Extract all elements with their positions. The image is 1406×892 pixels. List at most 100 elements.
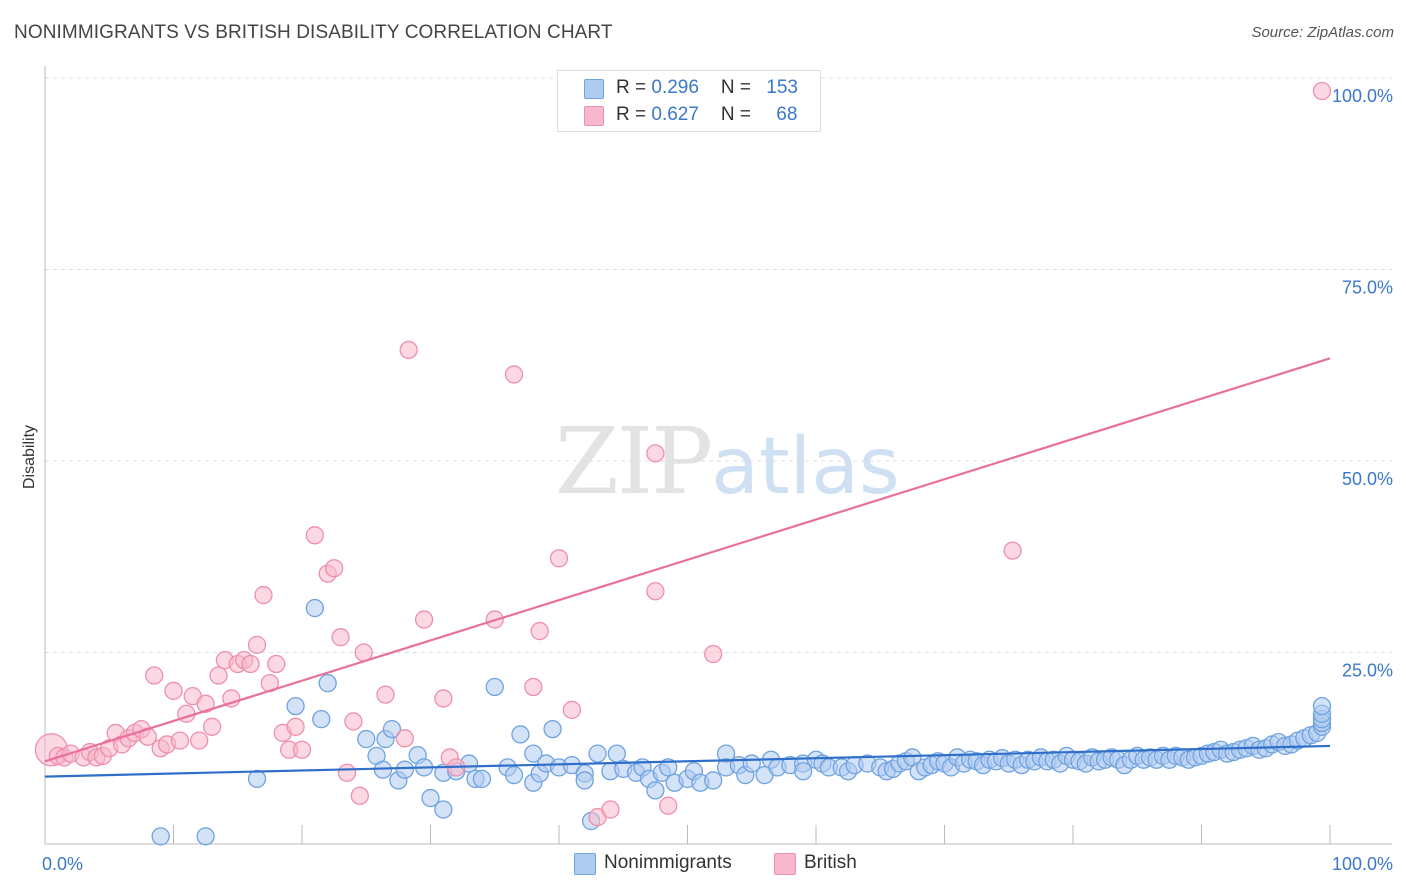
y-tick-label: 25.0% bbox=[1342, 661, 1393, 681]
point-british bbox=[530, 621, 549, 641]
point-british bbox=[267, 654, 286, 674]
point-nonimmigrants bbox=[704, 771, 723, 790]
axes bbox=[44, 66, 1392, 845]
point-nonimmigrants bbox=[794, 762, 813, 781]
y-axis-label: Disability bbox=[21, 425, 38, 489]
point-british bbox=[646, 582, 665, 601]
y-tick-label: 75.0% bbox=[1342, 278, 1393, 298]
trend-line-british bbox=[44, 357, 1331, 763]
point-british bbox=[504, 365, 524, 384]
source-label: Source: ZipAtlas.com bbox=[1251, 24, 1394, 41]
n-value: 153 bbox=[766, 77, 798, 98]
watermark-atlas: atlas bbox=[711, 422, 900, 512]
bottom-legend-swatch-nonimmigrants bbox=[574, 853, 596, 875]
point-nonimmigrants bbox=[247, 769, 267, 789]
point-british bbox=[202, 717, 222, 736]
tick-labels: 25.0% 50.0% 75.0% 100.0% 0.0% 100.0% Disabilit… bbox=[21, 86, 1393, 874]
point-nonimmigrants bbox=[659, 758, 678, 777]
point-nonimmigrants bbox=[434, 800, 453, 819]
point-british bbox=[331, 628, 350, 647]
x-tick-label: 100.0% bbox=[1332, 854, 1393, 874]
point-british bbox=[145, 666, 164, 685]
chart-title: NONIMMIGRANTS VS BRITISH DISABILITY CORR… bbox=[14, 22, 613, 43]
y-tick-label: 100.0% bbox=[1332, 86, 1393, 106]
point-british bbox=[337, 763, 357, 782]
point-nonimmigrants bbox=[395, 760, 414, 779]
bottom-legend-swatch-british bbox=[774, 853, 796, 875]
point-nonimmigrants bbox=[472, 769, 492, 789]
point-nonimmigrants bbox=[543, 719, 562, 739]
grid bbox=[45, 77, 1392, 653]
point-british bbox=[292, 740, 312, 759]
point-british bbox=[247, 635, 267, 654]
point-british bbox=[1003, 541, 1022, 560]
n-label: N = bbox=[720, 104, 757, 125]
legend-row-nonimmigrants: R = 0.296 N = 153 bbox=[558, 75, 820, 101]
point-british bbox=[434, 689, 453, 708]
x-tick-label: 0.0% bbox=[42, 854, 83, 874]
point-nonimmigrants bbox=[1312, 696, 1332, 716]
point-british bbox=[305, 526, 325, 545]
point-nonimmigrants bbox=[312, 709, 331, 729]
legend: R = 0.296 N = 153 R = 0.627 N = 68 bbox=[557, 70, 821, 132]
point-british bbox=[704, 644, 723, 664]
trend-line-nonimmigrants bbox=[44, 744, 1331, 778]
point-british bbox=[601, 800, 620, 819]
legend-text: R = 0.627 N = 68 bbox=[616, 104, 797, 126]
point-british bbox=[241, 654, 260, 674]
legend-text: R = 0.296 N = 153 bbox=[616, 77, 798, 99]
point-nonimmigrants bbox=[511, 725, 530, 744]
point-british bbox=[254, 585, 273, 605]
point-british bbox=[376, 685, 395, 704]
point-british bbox=[222, 689, 241, 708]
point-nonimmigrants bbox=[646, 781, 665, 800]
point-nonimmigrants bbox=[504, 765, 524, 785]
point-british bbox=[659, 796, 678, 815]
point-nonimmigrants bbox=[575, 771, 594, 790]
point-british bbox=[190, 731, 209, 750]
point-nonimmigrants bbox=[485, 677, 504, 697]
n-label: N = bbox=[720, 77, 757, 98]
trend-lines bbox=[44, 357, 1331, 778]
point-british bbox=[399, 340, 418, 360]
point-british bbox=[1312, 81, 1332, 101]
point-british bbox=[324, 559, 344, 578]
point-nonimmigrants bbox=[357, 729, 376, 749]
y-tick-label: 50.0% bbox=[1342, 469, 1393, 489]
point-british bbox=[286, 717, 305, 736]
point-british bbox=[395, 729, 414, 748]
bottom-legend-label: Nonimmigrants bbox=[604, 852, 732, 873]
point-british bbox=[524, 677, 543, 697]
point-british bbox=[646, 444, 665, 463]
r-label: R = bbox=[616, 77, 652, 98]
point-nonimmigrants bbox=[305, 598, 325, 618]
point-british bbox=[196, 694, 215, 713]
legend-row-british: R = 0.627 N = 68 bbox=[558, 102, 820, 128]
point-british bbox=[350, 786, 369, 805]
point-british bbox=[414, 610, 434, 629]
r-value: 0.627 bbox=[651, 104, 699, 125]
point-nonimmigrants bbox=[382, 719, 402, 739]
point-nonimmigrants bbox=[196, 827, 215, 846]
point-british bbox=[549, 549, 569, 568]
point-british bbox=[209, 666, 228, 685]
point-nonimmigrants bbox=[607, 744, 626, 763]
n-value: 68 bbox=[776, 104, 798, 125]
legend-swatch-british bbox=[584, 106, 604, 126]
legend-swatch-nonimmigrants bbox=[584, 79, 604, 99]
data-points bbox=[34, 81, 1332, 846]
r-label: R = bbox=[616, 104, 652, 125]
point-british bbox=[170, 731, 190, 750]
point-british bbox=[164, 681, 183, 700]
point-nonimmigrants bbox=[151, 827, 170, 846]
bottom-legend-label: British bbox=[804, 852, 857, 873]
point-nonimmigrants bbox=[588, 744, 607, 763]
point-nonimmigrants bbox=[421, 788, 440, 808]
point-nonimmigrants bbox=[524, 744, 543, 763]
r-value: 0.296 bbox=[651, 77, 699, 98]
point-british bbox=[344, 712, 363, 731]
point-nonimmigrants bbox=[286, 696, 305, 716]
point-british bbox=[562, 700, 581, 720]
point-nonimmigrants bbox=[318, 673, 337, 693]
